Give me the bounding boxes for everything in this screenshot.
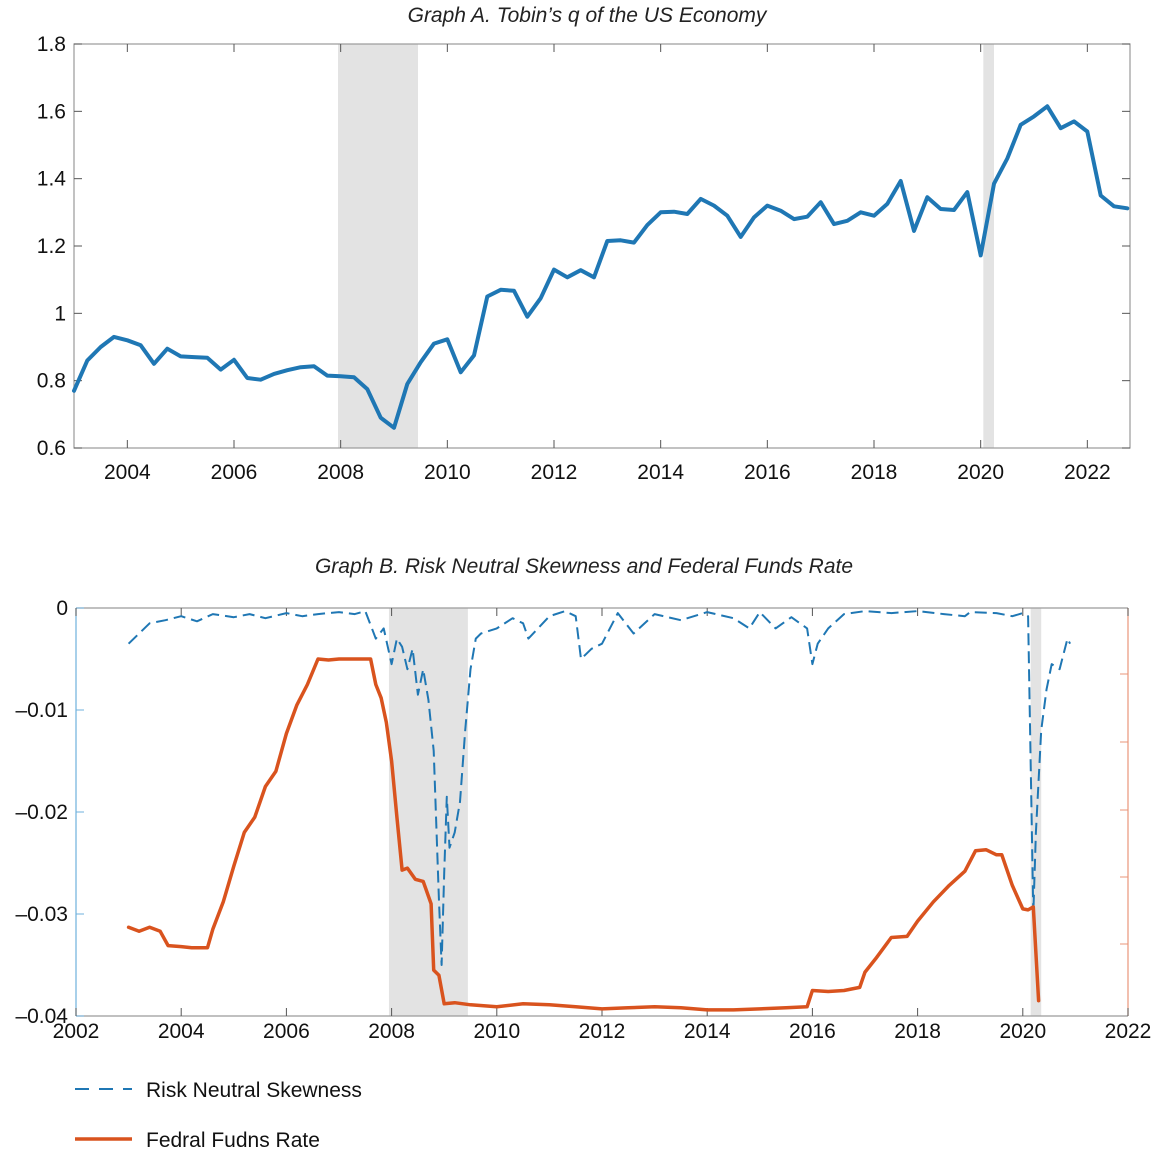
a-xtick-label-5: 2014 — [637, 461, 684, 484]
chart-b: Graph B. Risk Neutral Skewness and Feder… — [15, 555, 1151, 1043]
a-ytick-label-2: 1 — [54, 302, 66, 325]
a-series-line-0 — [72, 104, 1130, 430]
a-ytick-label-3: 1.2 — [37, 235, 66, 258]
a-xtick-label-3: 2010 — [424, 461, 471, 484]
b-ytick-label-3: –0.01 — [15, 699, 68, 722]
b-xtick-label-3: 2008 — [368, 1020, 415, 1043]
a-ytick-label-0: 0.6 — [37, 437, 66, 460]
a-xtick-label-6: 2016 — [744, 461, 791, 484]
b-xtick-label-1: 2004 — [158, 1020, 205, 1043]
a-ytick-label-6: 1.8 — [37, 33, 66, 56]
a-xtick-label-2: 2008 — [317, 461, 364, 484]
chart-a-plot-frame — [73, 43, 1131, 449]
a-recession-band-0 — [338, 44, 418, 448]
b-recession-band-1 — [1030, 608, 1042, 1016]
b-xtick-label-7: 2016 — [789, 1020, 836, 1043]
chart-a: Graph A. Tobin’s q of the US Economy 0.6… — [37, 4, 1131, 484]
a-xtick-label-9: 2022 — [1064, 461, 1111, 484]
a-xtick-label-1: 2006 — [211, 461, 258, 484]
legend: Risk Neutral Skewness Fedral Fudns Rate — [75, 1079, 362, 1152]
legend-label-skewness: Risk Neutral Skewness — [146, 1079, 362, 1102]
a-ytick-label-5: 1.6 — [37, 100, 66, 123]
b-series-line-0 — [127, 610, 1071, 966]
b-xtick-label-0: 2002 — [53, 1020, 100, 1043]
b-recession-band-0 — [388, 608, 468, 1016]
b-ytick-label-0: –0.04 — [15, 1005, 68, 1028]
chart-b-title: Graph B. Risk Neutral Skewness and Feder… — [315, 555, 853, 578]
b-xtick-label-2: 2006 — [263, 1020, 310, 1043]
b-ytick-label-2: –0.02 — [15, 801, 68, 824]
b-xtick-label-9: 2020 — [999, 1020, 1046, 1043]
a-ytick-label-4: 1.4 — [37, 168, 67, 191]
a-recession-band-1 — [983, 44, 994, 448]
b-xtick-label-4: 2010 — [473, 1020, 520, 1043]
b-xtick-label-10: 2022 — [1105, 1020, 1152, 1043]
b-series-line-1 — [126, 657, 1041, 1012]
a-ytick-label-1: 0.8 — [37, 370, 66, 393]
b-ytick-label-4: 0 — [56, 597, 68, 620]
b-xtick-label-6: 2014 — [684, 1020, 731, 1043]
legend-label-fed-funds: Fedral Fudns Rate — [146, 1129, 320, 1152]
chart-a-title: Graph A. Tobin’s q of the US Economy — [408, 4, 768, 27]
b-ytick-label-1: –0.03 — [15, 903, 68, 926]
a-xtick-label-8: 2020 — [957, 461, 1004, 484]
b-xtick-label-8: 2018 — [894, 1020, 941, 1043]
a-xtick-label-4: 2012 — [531, 461, 578, 484]
b-xtick-label-5: 2012 — [579, 1020, 626, 1043]
a-xtick-label-7: 2018 — [851, 461, 898, 484]
a-xtick-label-0: 2004 — [104, 461, 151, 484]
